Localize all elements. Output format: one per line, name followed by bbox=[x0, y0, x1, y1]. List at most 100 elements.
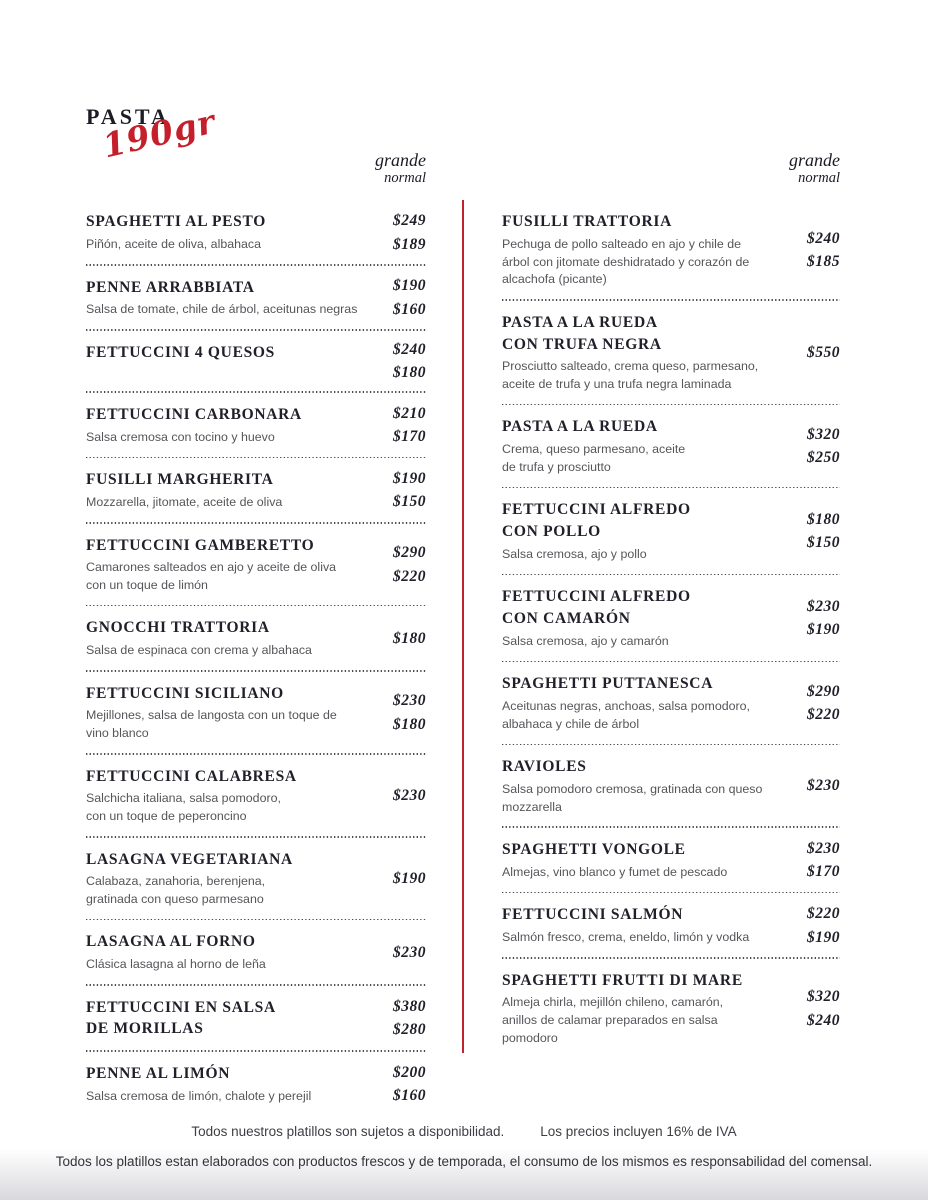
page-title: PASTA bbox=[86, 104, 170, 129]
menu-item: RAVIOLES Salsa pomodoro cremosa, gratinad… bbox=[502, 745, 840, 826]
size-label-grande: grande bbox=[789, 150, 840, 170]
price-normal: $170 bbox=[807, 863, 840, 881]
item-name: PENNE ARRABBIATA bbox=[86, 278, 255, 296]
menu-item: PASTA A LA RUEDA Crema, queso parmesano, … bbox=[502, 405, 840, 486]
item-description: Salsa de tomate, chile de árbol, aceitun… bbox=[86, 302, 358, 317]
menu-item: PENNE ARRABBIATA Salsa de tomate, chile d… bbox=[86, 266, 426, 329]
price-normal: $250 bbox=[807, 449, 840, 467]
tax-note: Los precios incluyen 16% de IVA bbox=[540, 1124, 737, 1139]
item-description: Prosciutto salteado, crema queso, parmes… bbox=[502, 359, 759, 391]
menu-item: GNOCCHI TRATTORIA Salsa de espinaca con c… bbox=[86, 606, 426, 669]
item-name: FETTUCCINI SALMÓN bbox=[502, 906, 684, 924]
price-grande: $180 bbox=[393, 629, 426, 647]
item-name: FETTUCCINI SICILIANO bbox=[86, 684, 284, 702]
menu-item: PENNE AL LIMÓN Salsa cremosa de limón, ch… bbox=[86, 1052, 426, 1115]
price-grande: $240 bbox=[807, 229, 840, 247]
menu-item: SPAGHETTI VONGOLE Almejas, vino blanco y … bbox=[502, 828, 840, 891]
price-grande: $230 bbox=[393, 786, 426, 804]
price-grande: $290 bbox=[807, 682, 840, 700]
dotted-divider bbox=[86, 456, 426, 459]
size-label-grande: grande bbox=[375, 150, 426, 170]
dotted-divider bbox=[86, 835, 426, 838]
menu-item: FETTUCCINI GAMBERETTO Camarones salteados… bbox=[86, 524, 426, 605]
dotted-divider bbox=[502, 660, 840, 663]
item-description: Clásica lasagna al horno de leña bbox=[86, 957, 266, 972]
dotted-divider bbox=[86, 1050, 426, 1053]
footer-disclaimer: Todos los platillos estan elaborados con… bbox=[55, 1154, 873, 1169]
menu-item: PASTA A LA RUEDA CON TRUFA NEGRA Prosciut… bbox=[502, 301, 840, 404]
price-normal: $189 bbox=[393, 235, 426, 253]
menu-item: FUSILLI MARGHERITA Mozzarella, jitomate, … bbox=[86, 458, 426, 521]
dotted-divider bbox=[502, 743, 840, 746]
price-grande: $180 bbox=[807, 510, 840, 528]
menu-item: FETTUCCINI CARBONARA Salsa cremosa con to… bbox=[86, 393, 426, 456]
item-description: Salsa pomodoro cremosa, gratinada con qu… bbox=[502, 781, 763, 814]
item-description: Piñón, aceite de oliva, albahaca bbox=[86, 237, 261, 252]
item-description: Almejas, vino blanco y fumet de pescado bbox=[502, 864, 728, 879]
menu-item: LASAGNA AL FORNO Clásica lasagna al horno… bbox=[86, 920, 426, 983]
price-normal: $280 bbox=[393, 1021, 426, 1039]
dotted-divider bbox=[86, 604, 426, 607]
menu-item: FETTUCCINI SALMÓN Salmón fresco, crema, e… bbox=[502, 893, 840, 956]
item-description: Salsa cremosa con tocino y huevo bbox=[86, 429, 275, 444]
price-grande: $190 bbox=[393, 277, 426, 295]
item-name: FETTUCCINI EN SALSA DE MORILLAS bbox=[86, 998, 276, 1038]
price-grande: $230 bbox=[807, 777, 840, 795]
item-description: Mejillones, salsa de langosta con un toq… bbox=[86, 708, 337, 741]
item-description: Salmón fresco, crema, eneldo, limón y vo… bbox=[502, 930, 750, 945]
price-grande: $290 bbox=[393, 544, 426, 561]
item-name: FETTUCCINI CARBONARA bbox=[86, 405, 302, 423]
item-name: FETTUCCINI 4 QUESOS bbox=[86, 343, 276, 361]
dotted-divider bbox=[86, 390, 426, 393]
price-normal: $220 bbox=[807, 706, 840, 724]
footer-notes: Todos nuestros platillos son sujetos a d… bbox=[0, 1124, 928, 1139]
dotted-divider bbox=[502, 573, 840, 576]
item-description: Salsa cremosa, ajo y camarón bbox=[502, 633, 669, 648]
item-name: PASTA A LA RUEDA bbox=[502, 418, 658, 436]
item-description: Salsa cremosa de limón, chalote y pereji… bbox=[86, 1088, 312, 1103]
size-header: grande normal bbox=[86, 150, 426, 186]
price-grande: $249 bbox=[393, 212, 426, 229]
dotted-divider bbox=[502, 486, 840, 489]
price-normal: $150 bbox=[393, 493, 426, 511]
menu-item: FUSILLI TRATTORIA Pechuga de pollo saltea… bbox=[502, 200, 840, 299]
menu-item: FETTUCCINI ALFREDO CON CAMARÓN Salsa crem… bbox=[502, 575, 840, 660]
item-description: Salchicha italiana, salsa pomodoro, con … bbox=[86, 791, 281, 823]
item-name: SPAGHETTI VONGOLE bbox=[502, 841, 686, 859]
price-grande: $200 bbox=[393, 1063, 426, 1081]
item-description: Crema, queso parmesano, aceite de trufa … bbox=[502, 442, 686, 474]
menu-item: SPAGHETTI PUTTANESCA Aceitunas negras, an… bbox=[502, 662, 840, 743]
price-grande: $220 bbox=[807, 905, 840, 923]
item-description: Pechuga de pollo salteado en ajo y chile… bbox=[502, 237, 750, 287]
dotted-divider bbox=[86, 752, 426, 755]
menu-item: FETTUCCINI 4 QUESOS $240 $180 bbox=[86, 331, 426, 391]
price-grande: $210 bbox=[393, 404, 426, 422]
price-grande: $230 bbox=[393, 692, 426, 710]
item-description: Almeja chirla, mejillón chileno, camarón… bbox=[502, 995, 724, 1045]
item-description: Calabaza, zanahoria, berenjena, gratinad… bbox=[86, 874, 266, 906]
menu-item: FETTUCCINI CALABRESA Salchicha italiana, … bbox=[86, 755, 426, 836]
size-label-normal: normal bbox=[798, 169, 840, 186]
price-normal: $240 bbox=[807, 1011, 840, 1029]
item-name: LASAGNA AL FORNO bbox=[86, 933, 256, 951]
item-name: FETTUCCINI CALABRESA bbox=[86, 767, 297, 785]
menu-item: LASAGNA VEGETARIANA Calabaza, zanahoria, … bbox=[86, 838, 426, 919]
item-name: FETTUCCINI GAMBERETTO bbox=[86, 536, 315, 554]
price-normal: $220 bbox=[393, 567, 426, 585]
price-grande: $230 bbox=[393, 943, 426, 961]
menu-column-left: grande normal SPAGHETTI AL PESTO Piñón, a… bbox=[86, 150, 426, 1115]
item-description: Salsa cremosa, ajo y pollo bbox=[502, 546, 647, 561]
dotted-divider bbox=[502, 826, 840, 829]
dotted-divider bbox=[502, 298, 840, 301]
menu-column-right: grande normal FUSILLI TRATTORIA Pechuga d… bbox=[502, 150, 840, 1057]
menu-item: FETTUCCINI ALFREDO CON POLLO Salsa cremos… bbox=[502, 488, 840, 573]
price-normal: $150 bbox=[807, 534, 840, 552]
size-header: grande normal bbox=[502, 150, 840, 186]
dotted-divider bbox=[86, 521, 426, 524]
dotted-divider bbox=[86, 328, 426, 331]
menu-item: SPAGHETTI FRUTTI DI MARE Almeja chirla, m… bbox=[502, 959, 840, 1058]
dotted-divider bbox=[502, 956, 840, 959]
dotted-divider bbox=[86, 983, 426, 986]
menu-item: FETTUCCINI EN SALSA DE MORILLAS $380 $280 bbox=[86, 986, 426, 1050]
